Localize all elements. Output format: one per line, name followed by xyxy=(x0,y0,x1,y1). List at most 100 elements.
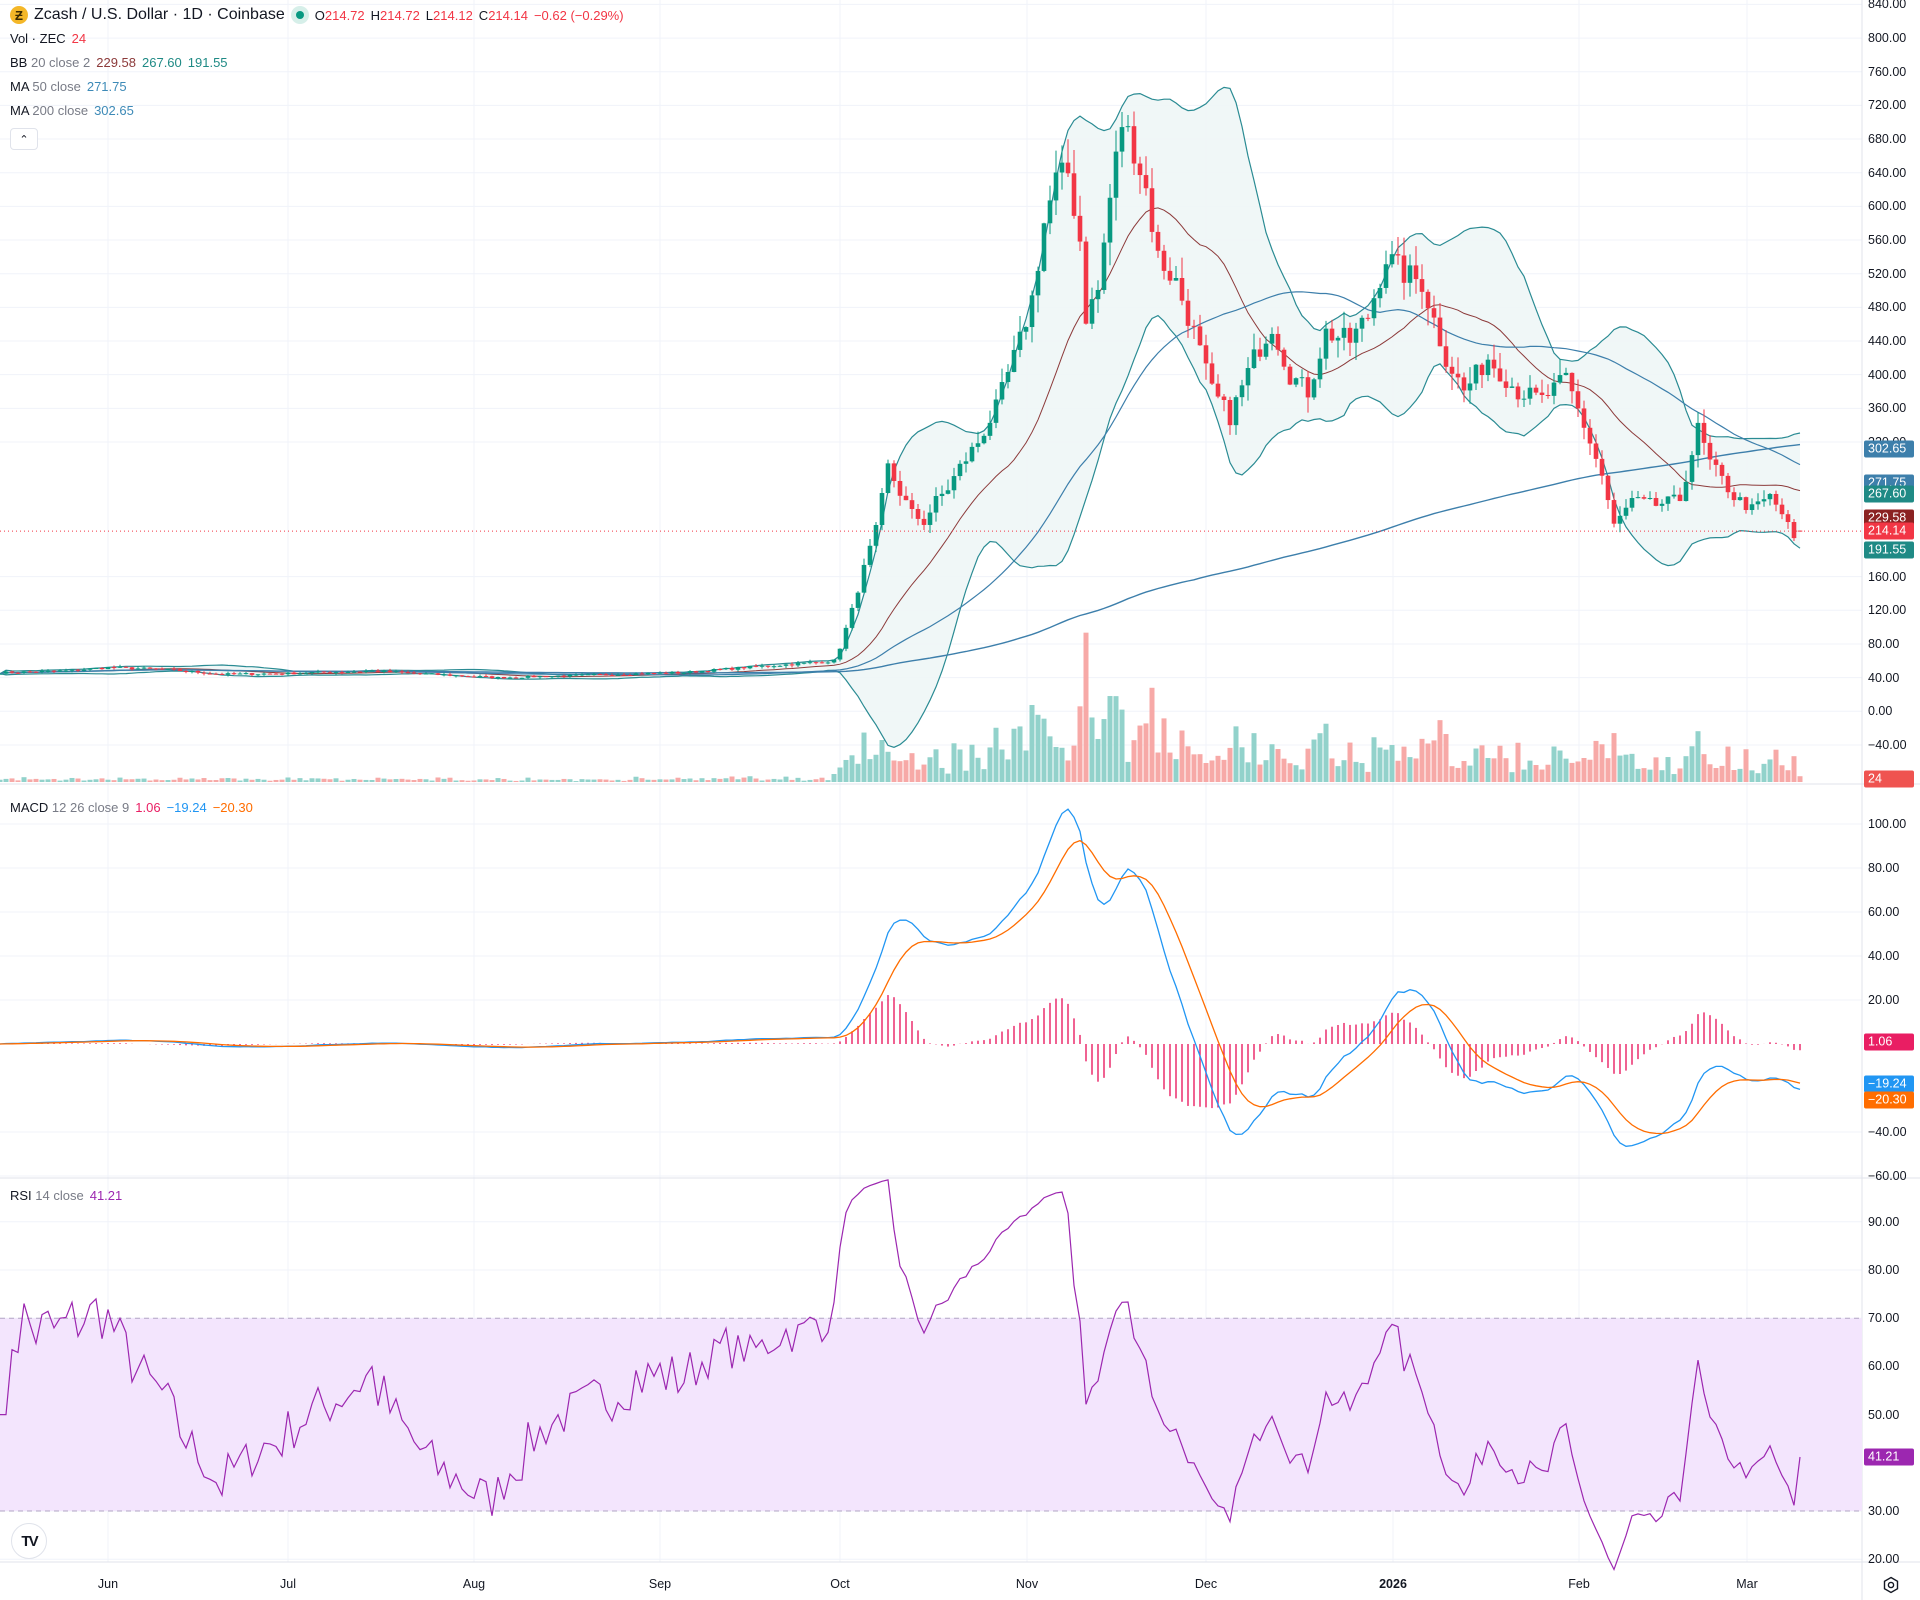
volume-bar xyxy=(363,779,369,782)
symbol-title[interactable]: Zcash / U.S. Dollar · 1D · Coinbase xyxy=(34,6,285,23)
candle-body xyxy=(645,672,651,675)
candle-body xyxy=(1107,197,1113,243)
time-axis-label: Aug xyxy=(462,1577,486,1591)
volume-bar xyxy=(1281,758,1287,782)
candle-body xyxy=(1701,422,1707,443)
volume-bar xyxy=(69,777,75,782)
candle-body xyxy=(1071,173,1077,216)
volume-bar xyxy=(1341,760,1347,782)
candle-body xyxy=(897,480,903,496)
volume-bar xyxy=(1131,740,1137,782)
volume-bar xyxy=(1767,759,1773,782)
volume-bar xyxy=(867,759,873,782)
volume-bar xyxy=(1377,747,1383,782)
ma200-legend[interactable]: MA 200 close 302.65 xyxy=(10,103,134,118)
volume-bar xyxy=(3,778,9,782)
volume-bar xyxy=(405,779,411,782)
volume-legend[interactable]: Vol · ZEC 24 xyxy=(10,31,87,46)
candle-body xyxy=(1011,349,1017,373)
volume-bar xyxy=(309,778,315,782)
volume-bar xyxy=(507,780,513,782)
volume-bar xyxy=(1641,768,1647,782)
volume-bar xyxy=(135,778,141,782)
collapse-legend-button[interactable]: ⌃ xyxy=(10,128,38,150)
candle-body xyxy=(45,670,51,672)
candle-body xyxy=(1617,515,1623,524)
candle-body xyxy=(1353,328,1359,343)
volume-bar xyxy=(669,779,675,782)
volume-bar xyxy=(1665,757,1671,782)
volume-bar xyxy=(789,779,795,782)
volume-bar xyxy=(1263,760,1269,782)
volume-bar xyxy=(609,780,615,782)
candle-body xyxy=(915,508,921,519)
volume-bar xyxy=(903,760,909,782)
volume-bar xyxy=(1581,758,1587,782)
volume-bar xyxy=(645,779,651,782)
candle-body xyxy=(1281,349,1287,367)
candle-body xyxy=(555,675,561,677)
volume-bar xyxy=(339,780,345,782)
candle-body xyxy=(1359,317,1365,329)
candle-body xyxy=(1689,455,1695,482)
candle-body xyxy=(1161,250,1167,271)
volume-bar xyxy=(909,753,915,782)
volume-bar xyxy=(1473,748,1479,782)
volume-bar xyxy=(1035,714,1041,782)
candle-body xyxy=(1149,188,1155,232)
volume-bar xyxy=(1593,740,1599,782)
candle-body xyxy=(549,676,555,678)
time-axis-label: Mar xyxy=(1736,1577,1758,1591)
rsi-legend[interactable]: RSI 14 close 41.21 xyxy=(10,1188,123,1203)
candle-body xyxy=(105,667,111,670)
candle-body xyxy=(387,670,393,672)
price-axis-label: 600.00 xyxy=(1868,199,1907,214)
volume-bar xyxy=(1773,749,1779,782)
volume-bar xyxy=(783,776,789,782)
volume-bar xyxy=(213,780,219,782)
macd-legend[interactable]: MACD 12 26 close 9 1.06 −19.24 −20.30 xyxy=(10,800,253,815)
price-axis-label: 760.00 xyxy=(1868,64,1907,79)
volume-bar xyxy=(189,778,195,782)
bb-legend[interactable]: BB 20 close 2 229.58 267.60 191.55 xyxy=(10,55,228,70)
candle-body xyxy=(681,672,687,674)
volume-bar xyxy=(1047,736,1053,782)
time-axis-label: Feb xyxy=(1568,1577,1590,1591)
volume-bar xyxy=(729,776,735,782)
candle-body xyxy=(849,607,855,628)
candle-body xyxy=(1089,299,1095,324)
candle-body xyxy=(963,461,969,464)
candle-body xyxy=(1491,359,1497,369)
macd-axis-label: 80.00 xyxy=(1868,861,1900,875)
candle-body xyxy=(441,674,447,676)
volume-bar xyxy=(1503,758,1509,782)
volume-bar xyxy=(1791,756,1797,782)
macd-hist-value: 1.06 xyxy=(135,800,161,815)
candle-body xyxy=(1551,382,1557,396)
tradingview-logo-icon[interactable]: TV xyxy=(11,1523,47,1559)
volume-bar xyxy=(1107,696,1113,782)
volume-bar xyxy=(1479,745,1485,782)
volume-bar xyxy=(1269,744,1275,782)
volume-bar xyxy=(1509,772,1515,782)
volume-bar xyxy=(1659,770,1665,782)
candle-body xyxy=(111,667,117,669)
candle-body xyxy=(153,668,159,670)
settings-gear-icon[interactable] xyxy=(1880,1574,1902,1596)
candle-body xyxy=(879,493,885,526)
candle-body xyxy=(1413,265,1419,280)
candle-body xyxy=(717,669,723,671)
candle-body xyxy=(261,673,267,675)
price-axis-label: 0.00 xyxy=(1868,704,1893,719)
candle-body xyxy=(57,670,63,672)
price-axis-label: 520.00 xyxy=(1868,266,1907,281)
volume-bar xyxy=(1185,746,1191,782)
volume-bar xyxy=(1617,755,1623,782)
rsi-axis-label: 30.00 xyxy=(1868,1504,1900,1518)
volume-bar xyxy=(249,779,255,782)
candle-body xyxy=(1365,317,1371,319)
candle-body xyxy=(1437,317,1443,347)
candle-body xyxy=(291,672,297,675)
ma50-legend[interactable]: MA 50 close 271.75 xyxy=(10,79,127,94)
